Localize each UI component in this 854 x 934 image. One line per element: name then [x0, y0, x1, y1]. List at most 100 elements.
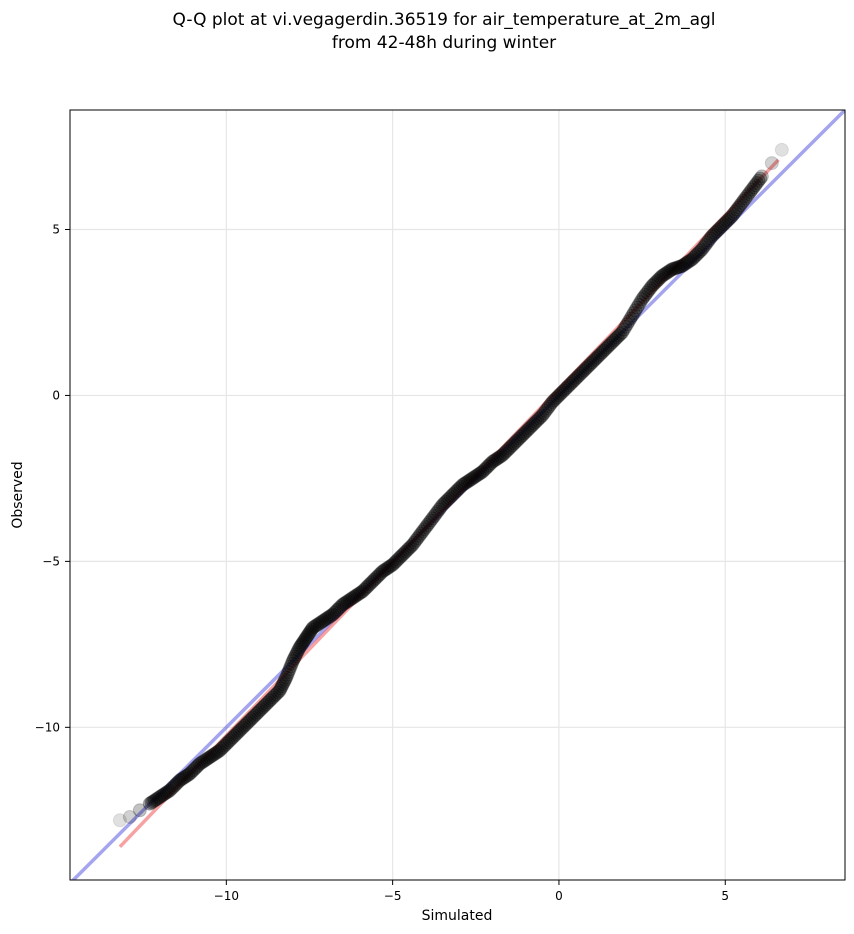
- quantile-point: [202, 750, 217, 765]
- quantile-point: [507, 436, 522, 451]
- quantile-point: [714, 219, 729, 234]
- quantile-point: [430, 504, 445, 519]
- quantile-point: [412, 528, 427, 543]
- quantile-point: [275, 677, 290, 692]
- quantile-point: [482, 458, 497, 473]
- quantile-point: [247, 708, 262, 723]
- quantile-point: [398, 544, 413, 559]
- quantile-point: [668, 261, 683, 276]
- quantile-point: [610, 330, 625, 345]
- quantile-point: [530, 413, 545, 428]
- quantile-point: [681, 254, 696, 269]
- quantile-point: [485, 454, 500, 469]
- y-tick-label: −5: [42, 554, 60, 568]
- quantile-point: [167, 778, 182, 793]
- quantile-point: [616, 322, 631, 337]
- quantile-point: [154, 788, 169, 803]
- quantile-point: [497, 446, 512, 461]
- quantile-point: [555, 385, 570, 400]
- chart-title-line-2: from 42-48h during winter: [332, 33, 556, 53]
- quantile-point: [635, 292, 650, 307]
- quantile-point: [380, 561, 395, 576]
- quantile-point: [631, 297, 646, 312]
- quantile-point: [176, 771, 191, 786]
- quantile-point: [281, 665, 296, 680]
- quantile-point: [269, 687, 284, 702]
- quantile-point: [262, 693, 277, 708]
- quantile-point: [623, 311, 638, 326]
- quantile-point: [385, 557, 400, 572]
- quantile-point: [364, 575, 379, 590]
- quantile-point: [378, 562, 393, 577]
- quantile-point: [344, 591, 359, 606]
- quantile-point: [749, 176, 764, 191]
- quantile-point: [169, 776, 184, 791]
- quantile-point: [427, 509, 442, 524]
- quantile-point: [157, 786, 172, 801]
- quantile-point: [407, 535, 422, 550]
- quantile-point: [189, 760, 204, 775]
- quantile-point: [162, 783, 177, 798]
- quantile-point: [586, 353, 601, 368]
- quantile-point: [172, 773, 187, 788]
- quantile-point: [156, 787, 171, 802]
- quantile-point: [744, 182, 759, 197]
- quantile-point: [691, 245, 706, 260]
- quantile-point: [630, 300, 645, 315]
- axis-ticks: −10 −5 0 5 −10 −5 0 5: [35, 222, 729, 903]
- quantile-point: [142, 796, 157, 811]
- quantile-point: [300, 629, 315, 644]
- quantile-point: [538, 403, 553, 418]
- quantile-point: [282, 662, 297, 677]
- quantile-point: [327, 605, 342, 620]
- quantile-point: [237, 718, 252, 733]
- quantile-point: [739, 189, 754, 204]
- quantile-point: [289, 647, 304, 662]
- quantile-point: [291, 642, 306, 657]
- quantile-point: [505, 438, 520, 453]
- quantile-point: [413, 526, 428, 541]
- quantile-point: [217, 738, 232, 753]
- quantile-point: [339, 595, 354, 610]
- quantile-point: [227, 728, 242, 743]
- quantile-point: [518, 424, 533, 439]
- quantile-point: [550, 390, 565, 405]
- quantile-point: [187, 761, 202, 776]
- quantile-point: [191, 758, 206, 773]
- quantile-point: [734, 195, 749, 210]
- quantile-point: [655, 268, 670, 283]
- quantile-point: [708, 225, 723, 240]
- quantile-point: [197, 753, 212, 768]
- quantile-point: [307, 619, 322, 634]
- quantile-point: [686, 250, 701, 265]
- quantile-point: [373, 565, 388, 580]
- quantile-point: [284, 656, 299, 671]
- quantile-point: [319, 611, 334, 626]
- quantile-point: [211, 744, 226, 759]
- quantile-point: [272, 683, 287, 698]
- quantile-point: [422, 515, 437, 530]
- quantile-point: [467, 470, 482, 485]
- quantile-point: [329, 604, 344, 619]
- quantile-point: [580, 360, 595, 375]
- quantile-point: [255, 700, 270, 715]
- quantile-point: [362, 577, 377, 592]
- quantile-point: [640, 285, 655, 300]
- quantile-point: [536, 406, 551, 421]
- quantile-point: [216, 740, 231, 755]
- quantile-point: [733, 198, 748, 213]
- quantile-point: [585, 355, 600, 370]
- quantile-point: [345, 590, 360, 605]
- quantile-point: [595, 345, 610, 360]
- quantile-point: [603, 336, 618, 351]
- quantile-point: [560, 380, 575, 395]
- quantile-point: [601, 338, 616, 353]
- quantile-point: [403, 539, 418, 554]
- quantile-point: [222, 733, 237, 748]
- quantile-point: [230, 725, 245, 740]
- quantile-point: [588, 351, 603, 366]
- quantile-point: [546, 393, 561, 408]
- x-axis-label: Simulated: [422, 908, 493, 924]
- quantile-point: [159, 785, 174, 800]
- quantile-point: [738, 191, 753, 206]
